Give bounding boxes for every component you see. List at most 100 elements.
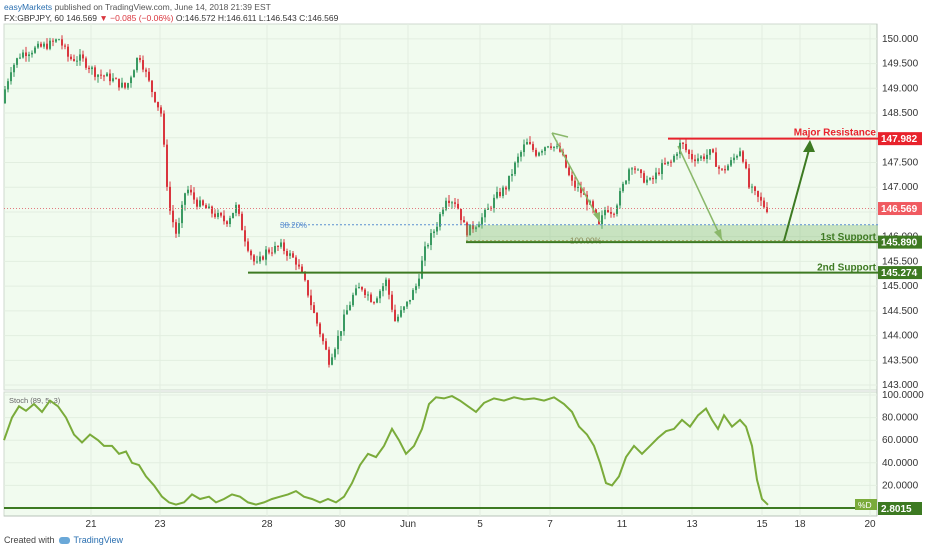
target-arrow [783, 145, 811, 242]
candle-body [757, 190, 759, 197]
candle-body [472, 224, 474, 230]
tradingview-brand[interactable]: TradingView [73, 535, 124, 545]
created-with-text: Created with [4, 535, 55, 545]
time-tick-label: 13 [686, 519, 698, 530]
candle-body [166, 144, 168, 187]
candle-body [304, 273, 306, 281]
candle-body [421, 260, 423, 279]
candle-body [349, 305, 351, 311]
candle-body [538, 152, 540, 156]
candle-body [634, 168, 636, 170]
candle-body [103, 75, 105, 77]
candle-body [463, 220, 465, 223]
candle-body [415, 286, 417, 291]
candle-body [100, 74, 102, 76]
candle-body [592, 201, 594, 210]
candle-body [643, 173, 645, 183]
candle-body [319, 323, 321, 335]
candle-body [742, 151, 744, 162]
symbol-name: FX:GBPJPY, 60 [4, 13, 64, 23]
candle-body [751, 186, 753, 188]
candle-body [715, 152, 717, 167]
candle-body [532, 144, 534, 150]
candle-body [466, 222, 468, 236]
candle-body [328, 349, 330, 365]
candle-body [688, 150, 690, 154]
candle-body [361, 286, 363, 290]
candle-body [322, 334, 324, 342]
candle-body [148, 71, 150, 81]
candle-body [406, 301, 408, 307]
candle-body [34, 47, 36, 53]
candle-body [331, 357, 333, 365]
candle-body [556, 146, 558, 148]
candle-body [646, 179, 648, 183]
time-tick-label: 21 [85, 519, 97, 530]
candle-body [262, 256, 264, 260]
candle-body [706, 154, 708, 159]
candle-body [376, 298, 378, 303]
candle-body [682, 142, 684, 144]
time-tick-label: 5 [477, 519, 483, 530]
candle-body [520, 152, 522, 157]
candle-body [511, 174, 513, 176]
candle-body [139, 57, 141, 61]
candle-body [391, 294, 393, 310]
stoch-series-label: %D [858, 500, 872, 510]
candle-body [175, 222, 177, 234]
candle-body [418, 278, 420, 287]
candle-body [628, 169, 630, 181]
candle-body [124, 82, 126, 88]
candle-body [190, 189, 192, 193]
candle-body [676, 153, 678, 156]
candle-body [595, 209, 597, 216]
candle-body [130, 77, 132, 84]
candle-body [223, 215, 225, 222]
fib-382-label: 38.20% [280, 221, 307, 230]
time-tick-label: 18 [794, 519, 806, 530]
candle-body [358, 286, 360, 289]
candle-body [61, 39, 63, 46]
pattern-arrows [551, 132, 815, 242]
candle-body [709, 149, 711, 155]
candle-body [232, 212, 234, 219]
candle-body [691, 153, 693, 160]
stoch-value-tag [878, 502, 922, 515]
candle-body [286, 250, 288, 256]
candle-body [631, 168, 633, 170]
published-text: published on TradingView.com, June 14, 2… [54, 2, 271, 12]
tradingview-logo-icon [58, 537, 70, 545]
candle-body [664, 163, 666, 165]
candle-body [388, 279, 390, 295]
candle-body [187, 189, 189, 194]
chart-publish-info: easyMarkets published on TradingView.com… [4, 2, 271, 12]
candle-body [178, 223, 180, 234]
candle-body [307, 280, 309, 296]
candle-body [28, 54, 30, 57]
candle-body [379, 291, 381, 299]
candle-body [553, 146, 555, 148]
candle-body [343, 314, 345, 332]
candle-body [292, 253, 294, 258]
candle-body [517, 156, 519, 163]
candle-body [424, 246, 426, 261]
candle-body [169, 186, 171, 211]
candle-body [241, 213, 243, 231]
candle-body [679, 142, 681, 154]
candle-body [499, 191, 501, 197]
candle-body [541, 150, 543, 153]
candle-body [700, 156, 702, 159]
candle-body [244, 230, 246, 242]
candle-body [739, 151, 741, 156]
support2-price-text: 145.274 [881, 268, 918, 279]
candle-body [547, 146, 549, 148]
time-tick-label: 30 [334, 519, 346, 530]
candle-body [703, 156, 705, 159]
candle-body [70, 56, 72, 60]
support1-price-tag [878, 235, 922, 249]
candle-body [25, 52, 27, 57]
candle-body [316, 312, 318, 324]
candle-body [196, 199, 198, 207]
price-tick-label: 149.000 [882, 83, 919, 94]
